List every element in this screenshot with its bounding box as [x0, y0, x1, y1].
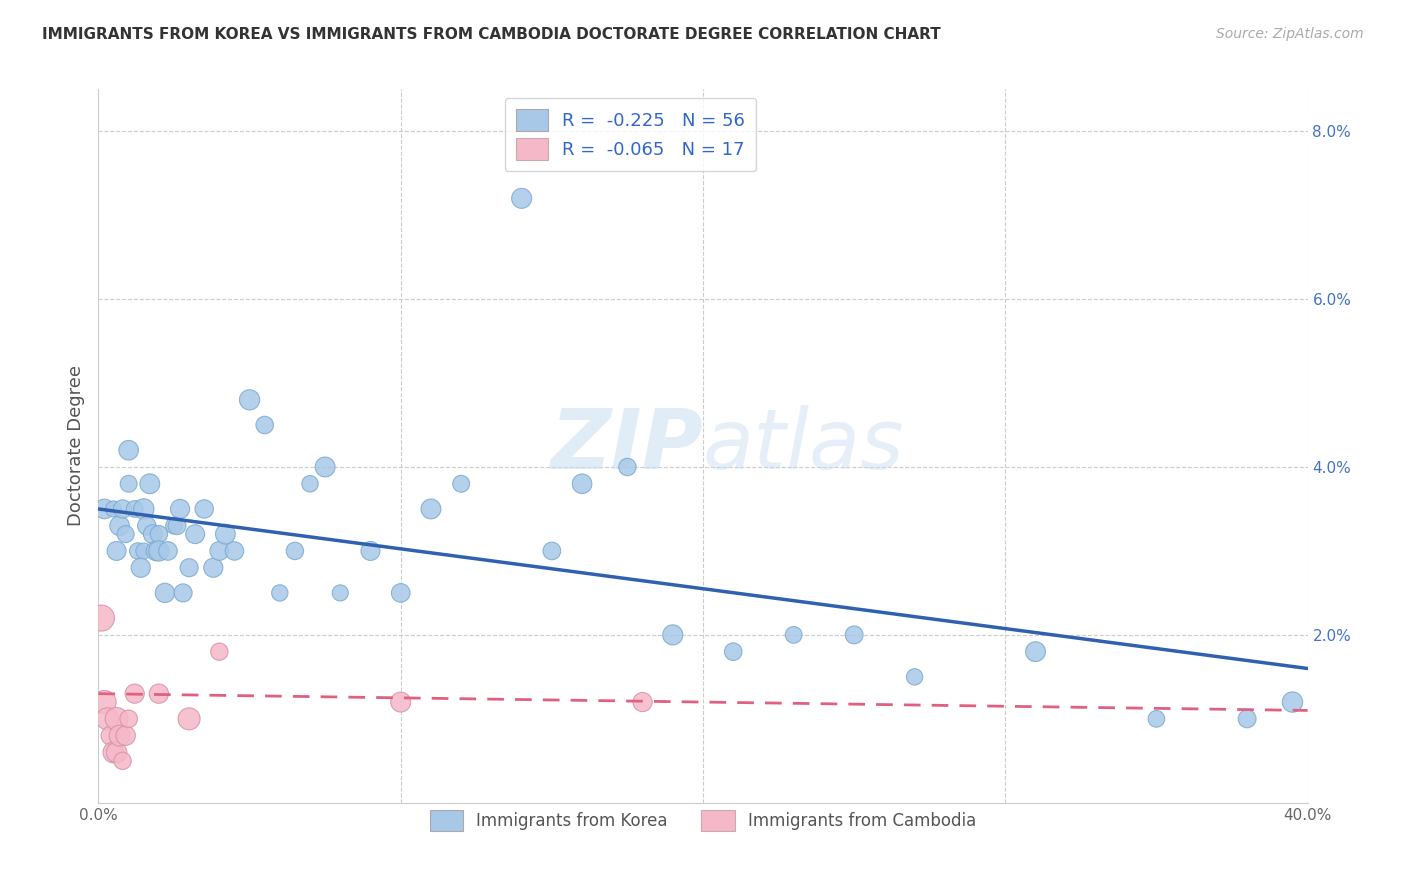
Point	[208, 544, 231, 558]
Point	[571, 476, 593, 491]
Point	[145, 544, 167, 558]
Point	[631, 695, 654, 709]
Point	[420, 502, 443, 516]
Point	[96, 712, 118, 726]
Point	[118, 476, 141, 491]
Point	[105, 746, 128, 760]
Point	[93, 695, 115, 709]
Point	[90, 611, 112, 625]
Point	[163, 518, 186, 533]
Point	[103, 502, 125, 516]
Point	[208, 645, 231, 659]
Point	[93, 502, 115, 516]
Text: IMMIGRANTS FROM KOREA VS IMMIGRANTS FROM CAMBODIA DOCTORATE DEGREE CORRELATION C: IMMIGRANTS FROM KOREA VS IMMIGRANTS FROM…	[42, 27, 941, 42]
Point	[153, 586, 176, 600]
Point	[169, 502, 191, 516]
Point	[616, 460, 638, 475]
Point	[103, 746, 125, 760]
Y-axis label: Doctorate Degree: Doctorate Degree	[66, 366, 84, 526]
Point	[148, 687, 170, 701]
Point	[132, 502, 155, 516]
Point	[179, 560, 201, 574]
Point	[239, 392, 262, 407]
Point	[108, 518, 131, 533]
Point	[124, 687, 146, 701]
Point	[904, 670, 927, 684]
Point	[844, 628, 866, 642]
Point	[127, 544, 149, 558]
Point	[111, 502, 134, 516]
Point	[135, 518, 157, 533]
Text: Source: ZipAtlas.com: Source: ZipAtlas.com	[1216, 27, 1364, 41]
Point	[450, 476, 472, 491]
Point	[314, 460, 336, 475]
Point	[142, 527, 165, 541]
Point	[179, 712, 201, 726]
Point	[253, 417, 276, 432]
Point	[111, 754, 134, 768]
Point	[193, 502, 215, 516]
Point	[389, 586, 412, 600]
Point	[214, 527, 236, 541]
Point	[284, 544, 307, 558]
Point	[1281, 695, 1303, 709]
Legend: Immigrants from Korea, Immigrants from Cambodia: Immigrants from Korea, Immigrants from C…	[423, 804, 983, 838]
Point	[124, 502, 146, 516]
Point	[118, 443, 141, 458]
Text: atlas: atlas	[703, 406, 904, 486]
Point	[1144, 712, 1167, 726]
Point	[172, 586, 194, 600]
Point	[118, 712, 141, 726]
Point	[299, 476, 322, 491]
Point	[540, 544, 562, 558]
Point	[510, 191, 533, 205]
Point	[224, 544, 246, 558]
Point	[1024, 645, 1046, 659]
Point	[389, 695, 412, 709]
Point	[114, 527, 136, 541]
Point	[105, 712, 128, 726]
Point	[1236, 712, 1258, 726]
Point	[783, 628, 806, 642]
Point	[166, 518, 188, 533]
Point	[114, 729, 136, 743]
Point	[723, 645, 745, 659]
Point	[661, 628, 683, 642]
Point	[108, 729, 131, 743]
Point	[360, 544, 382, 558]
Point	[132, 544, 155, 558]
Point	[148, 544, 170, 558]
Point	[129, 560, 152, 574]
Point	[202, 560, 225, 574]
Point	[269, 586, 291, 600]
Point	[139, 476, 162, 491]
Point	[156, 544, 179, 558]
Text: ZIP: ZIP	[550, 406, 703, 486]
Point	[184, 527, 207, 541]
Point	[148, 527, 170, 541]
Point	[329, 586, 352, 600]
Point	[100, 729, 122, 743]
Point	[105, 544, 128, 558]
